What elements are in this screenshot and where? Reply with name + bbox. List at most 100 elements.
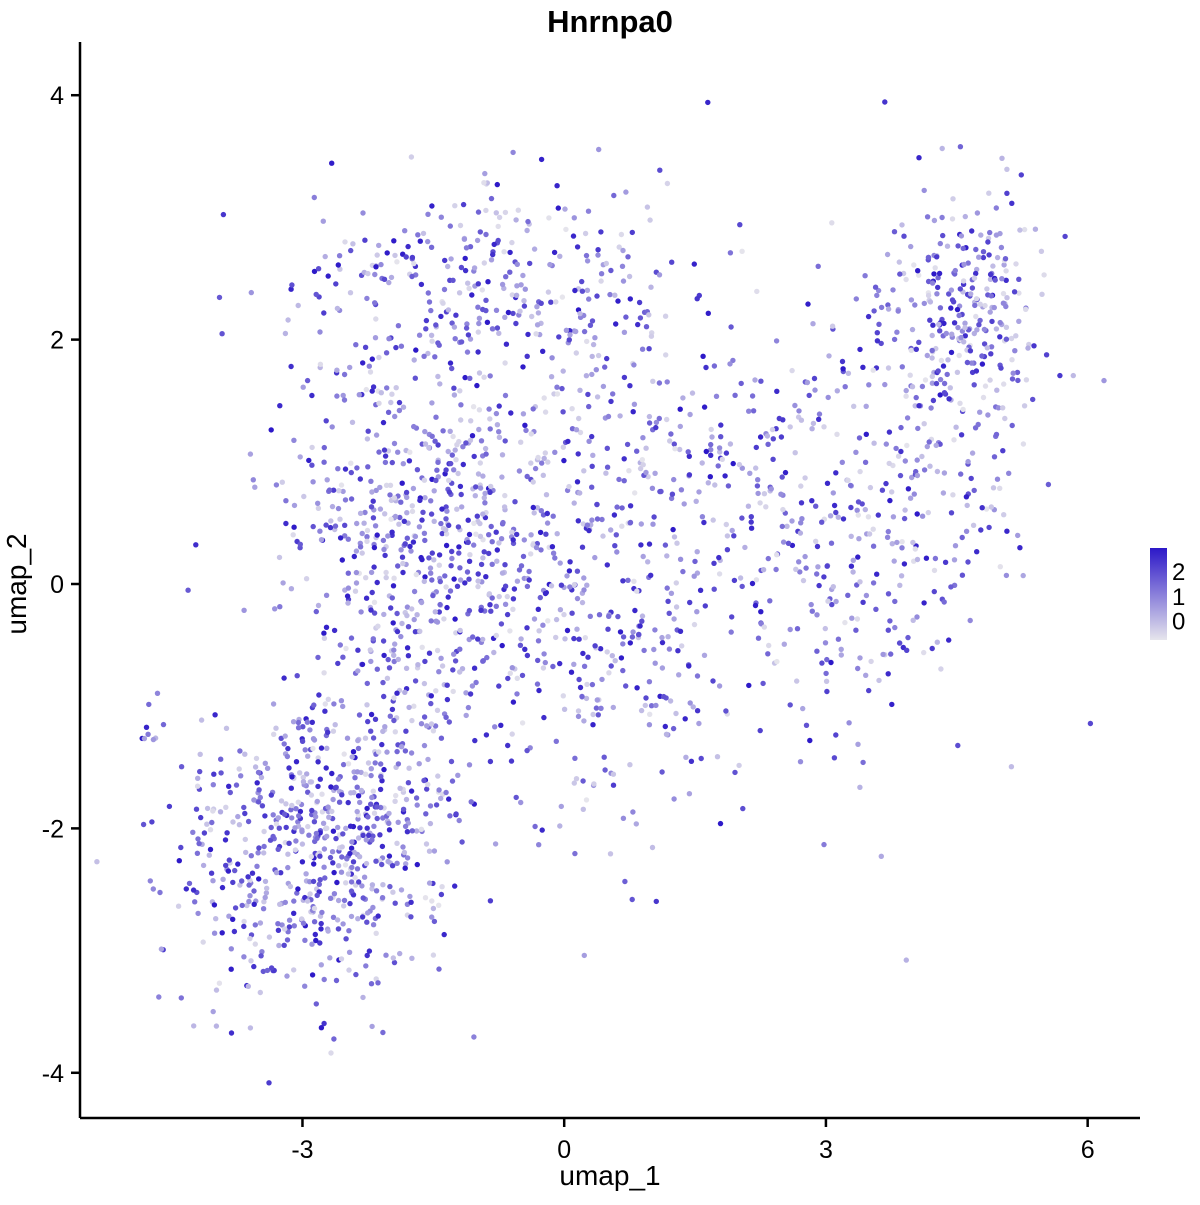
data-point [481,260,487,266]
data-point [213,916,219,922]
data-point [334,879,340,886]
data-point [496,683,502,689]
data-point [755,490,761,497]
legend-tick-label: 0 [1172,609,1185,636]
data-point [156,994,162,1000]
data-point [450,433,456,440]
data-point [299,738,306,744]
data-point [718,434,724,440]
data-point [260,906,267,912]
data-point [950,299,957,305]
data-point [540,472,546,478]
data-point [241,918,247,925]
data-point [456,438,462,445]
data-point [546,215,552,221]
data-point [747,470,753,476]
data-point [375,980,381,986]
data-point [513,217,519,223]
data-point [356,879,362,885]
data-point [224,830,230,836]
data-point [321,670,327,676]
data-point [475,636,481,642]
data-point [994,254,1001,261]
data-point [592,643,598,649]
data-point [874,330,880,336]
data-point [755,477,761,483]
data-point [263,890,270,896]
data-point [671,796,677,802]
data-point [477,520,483,527]
data-point [150,736,157,743]
data-point [276,825,282,831]
data-point [316,881,322,887]
data-point [433,688,439,694]
data-point [498,536,505,542]
data-point [573,427,580,433]
data-point [686,453,692,459]
data-point [941,599,947,605]
data-point [557,253,563,259]
data-point [496,593,502,600]
data-point [701,519,707,526]
data-point [334,367,340,373]
data-point [429,550,435,556]
data-point [440,428,446,434]
data-point [911,491,917,497]
data-point [387,492,393,498]
data-point [403,254,409,260]
data-point [553,616,560,623]
data-point [874,338,881,344]
data-point [383,569,389,576]
data-point [282,733,288,739]
data-point [715,463,721,469]
data-point [320,820,327,826]
data-point [499,642,505,649]
data-point [913,394,919,401]
data-point [955,243,961,249]
data-point [295,799,301,805]
data-point [727,361,733,367]
data-point [429,577,435,583]
data-point [639,613,646,619]
data-point [988,351,994,357]
data-point [983,506,990,512]
data-point [518,563,525,569]
data-point [321,630,327,636]
data-point [621,456,627,462]
data-point [279,479,285,485]
data-point [382,511,388,517]
data-point [574,244,581,250]
data-point [337,535,344,541]
data-point [281,926,288,932]
data-point [898,448,904,455]
data-point [451,651,457,657]
data-point [395,563,401,569]
data-point [360,210,366,216]
data-point [979,353,985,359]
data-point [368,504,375,510]
data-point [342,522,348,528]
data-point [426,650,433,656]
data-point [678,487,685,493]
data-point [343,825,349,831]
data-point [617,413,623,419]
data-point [487,426,493,432]
data-point [894,329,900,335]
data-point [193,542,199,548]
data-point [405,624,412,630]
data-point [773,338,780,344]
data-point [362,771,369,777]
data-point [462,580,468,586]
data-point [300,724,306,730]
data-point [814,648,820,654]
data-point [808,601,814,608]
data-point [348,879,355,885]
data-point [526,568,532,575]
data-point [258,774,265,781]
data-point [349,839,355,845]
data-point [254,863,260,869]
data-point [363,595,370,601]
data-point [563,327,570,333]
data-point [511,586,518,592]
data-point [933,380,940,387]
